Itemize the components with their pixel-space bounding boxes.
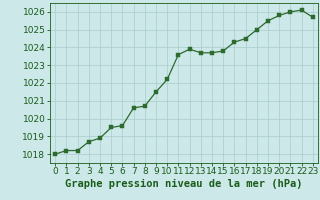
X-axis label: Graphe pression niveau de la mer (hPa): Graphe pression niveau de la mer (hPa) bbox=[65, 179, 303, 189]
